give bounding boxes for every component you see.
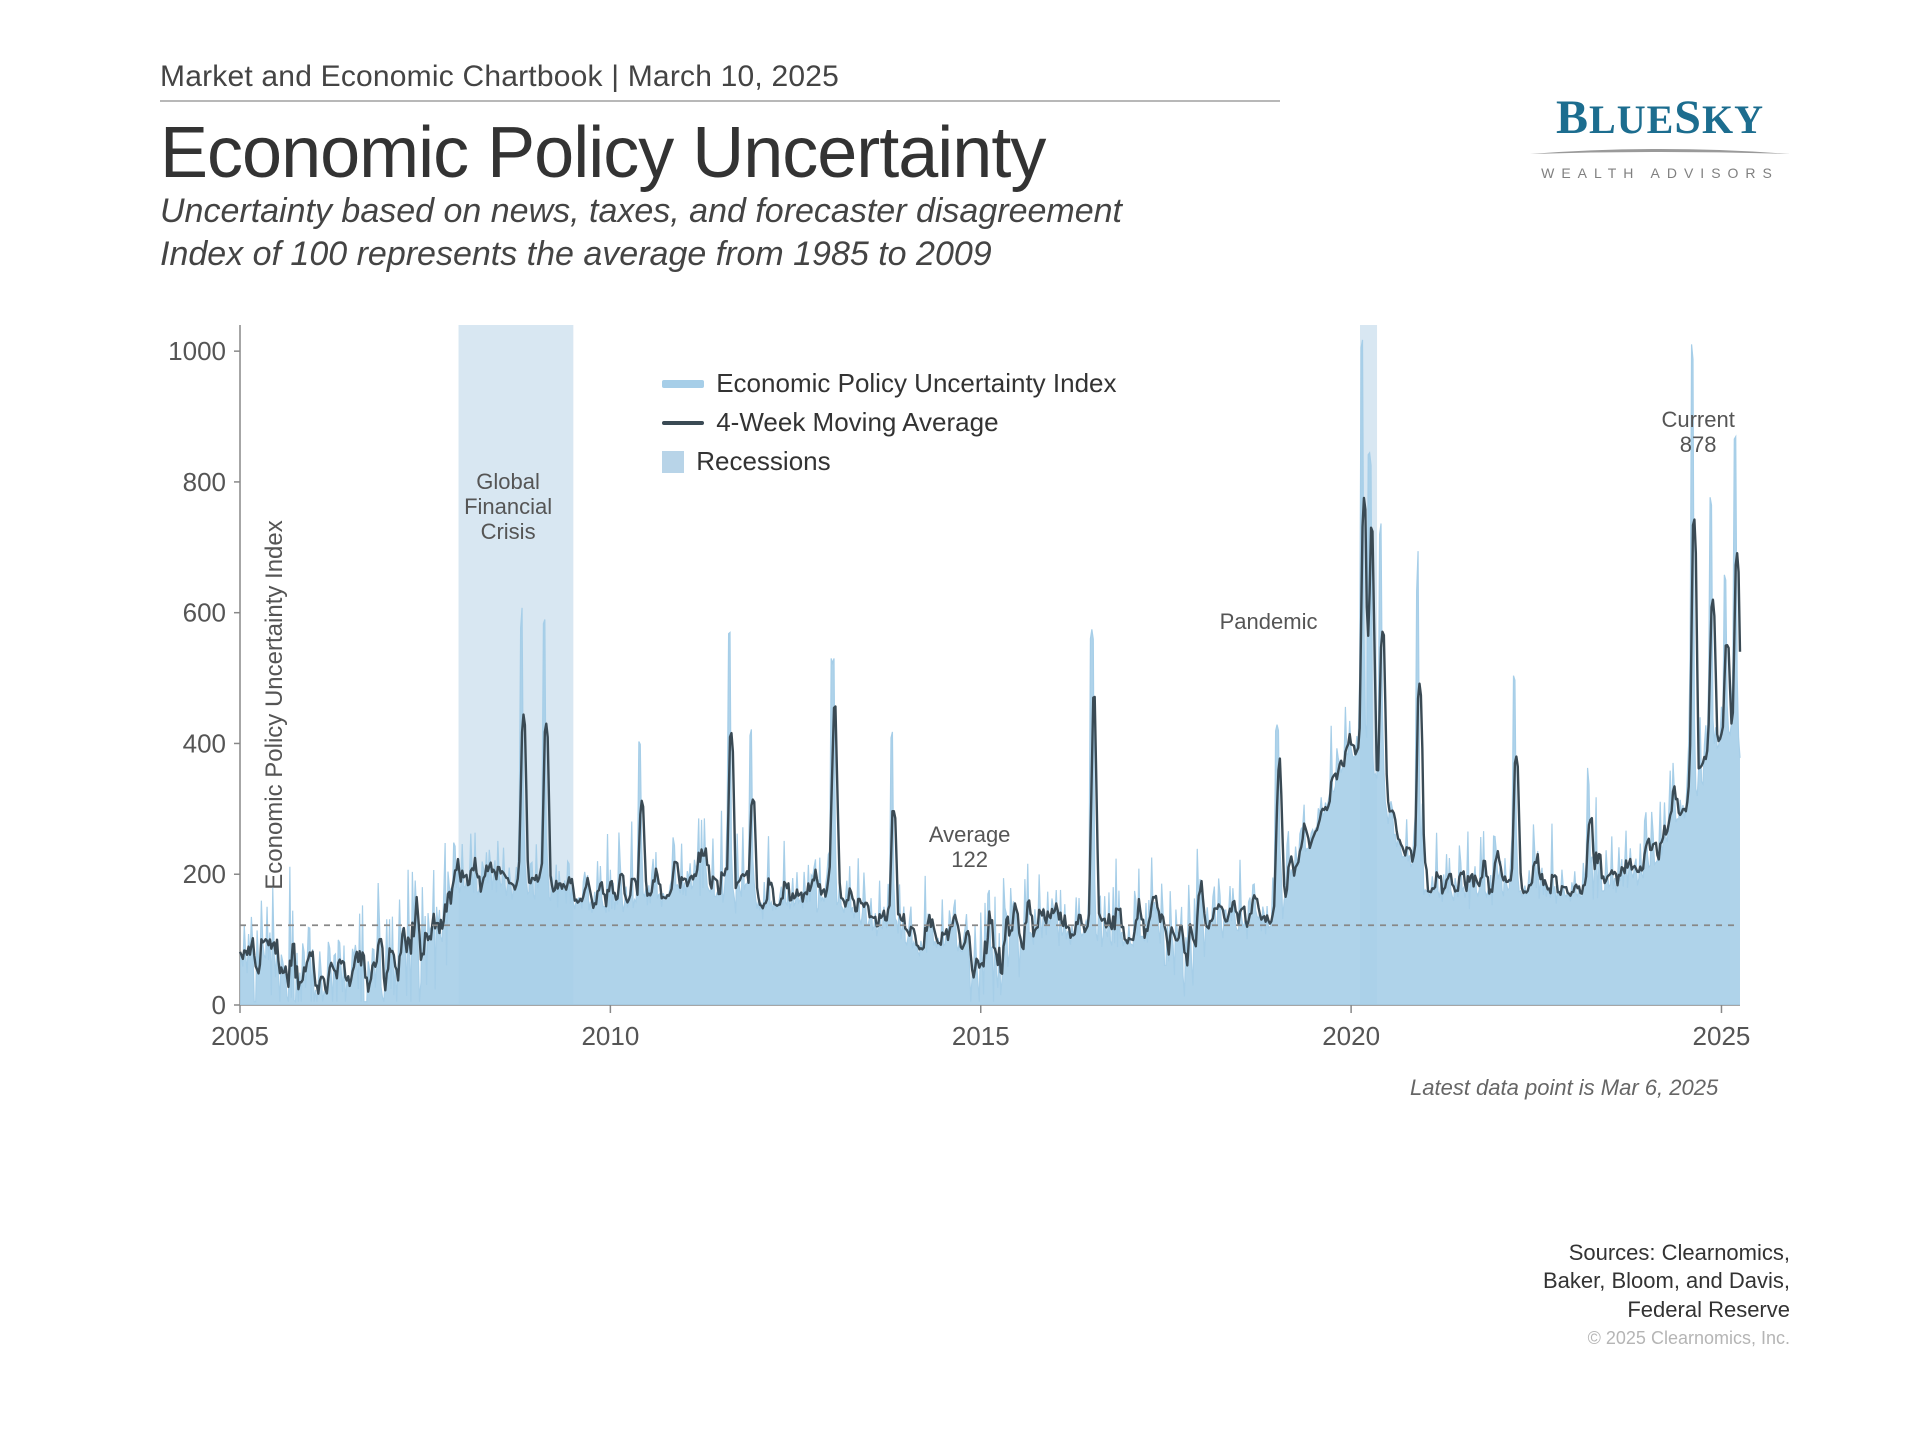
x-tick-label: 2020 — [1322, 1021, 1380, 1051]
logo-part-4: KY — [1702, 97, 1764, 142]
sources-line-1: Sources: Clearnomics, — [1543, 1239, 1790, 1268]
logo-part-1: B — [1556, 91, 1589, 144]
legend-label: Economic Policy Uncertainty Index — [716, 364, 1116, 403]
x-tick-label: 2005 — [211, 1021, 269, 1051]
y-tick-label: 1000 — [168, 336, 226, 366]
chart-legend: Economic Policy Uncertainty Index4-Week … — [662, 364, 1116, 481]
legend-item: 4-Week Moving Average — [662, 403, 1116, 442]
legend-swatch-icon — [662, 421, 704, 425]
x-tick-label: 2010 — [581, 1021, 639, 1051]
x-tick-label: 2025 — [1693, 1021, 1751, 1051]
page-subtitle: Uncertainty based on news, taxes, and fo… — [160, 190, 1820, 275]
subtitle-line-2: Index of 100 represents the average from… — [160, 235, 992, 273]
chart-footnote: Latest data point is Mar 6, 2025 — [1410, 1075, 1718, 1101]
subtitle-line-1: Uncertainty based on news, taxes, and fo… — [160, 192, 1122, 230]
brand-logo-text: BLUESKY — [1530, 90, 1790, 145]
y-tick-label: 600 — [183, 598, 226, 628]
x-tick-label: 2015 — [952, 1021, 1010, 1051]
legend-label: Recessions — [696, 442, 830, 481]
logo-part-2: LUE — [1589, 97, 1674, 142]
sources-line-3: Federal Reserve — [1543, 1296, 1790, 1325]
copyright-text: © 2025 Clearnomics, Inc. — [1543, 1327, 1790, 1350]
legend-item: Recessions — [662, 442, 1116, 481]
brand-logo-subtext: WEALTH ADVISORS — [1530, 165, 1790, 181]
chart-container: Economic Policy Uncertainty Index 0 200 40… — [160, 305, 1780, 1105]
y-tick-label: 0 — [212, 990, 226, 1020]
y-tick-label: 800 — [183, 467, 226, 497]
brand-logo: BLUESKY WEALTH ADVISORS — [1530, 90, 1790, 181]
sources-block: Sources: Clearnomics, Baker, Bloom, and … — [1543, 1239, 1790, 1350]
y-tick-label: 200 — [183, 859, 226, 889]
legend-label: 4-Week Moving Average — [716, 403, 998, 442]
breadcrumb: Market and Economic Chartbook | March 10… — [160, 60, 1280, 102]
logo-part-3: S — [1674, 91, 1702, 144]
y-tick-label: 400 — [183, 728, 226, 758]
legend-item: Economic Policy Uncertainty Index — [662, 364, 1116, 403]
legend-swatch-icon — [662, 451, 684, 473]
page: Market and Economic Chartbook | March 10… — [0, 0, 1920, 1440]
sources-line-2: Baker, Bloom, and Davis, — [1543, 1267, 1790, 1296]
logo-swoosh-icon — [1530, 148, 1790, 158]
legend-swatch-icon — [662, 380, 704, 388]
